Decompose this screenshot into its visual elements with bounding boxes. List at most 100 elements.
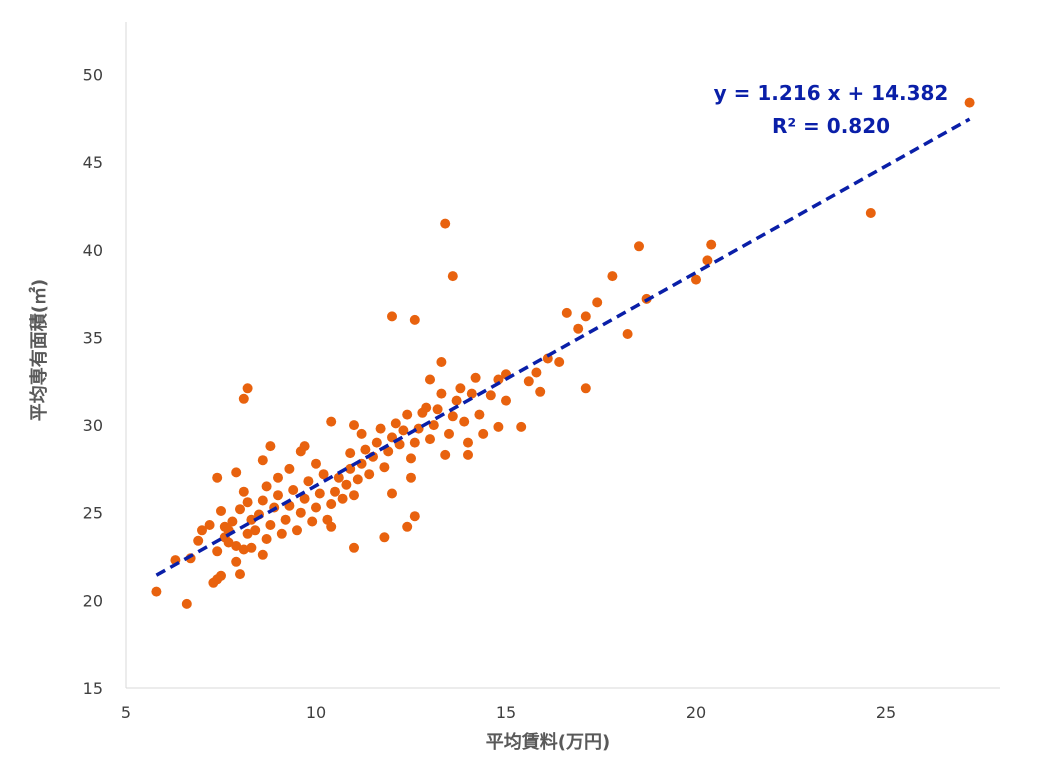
data-point xyxy=(197,525,207,536)
data-point xyxy=(440,449,451,460)
data-point xyxy=(235,569,245,580)
data-point xyxy=(706,239,717,250)
data-point xyxy=(592,297,603,308)
data-point xyxy=(463,449,473,460)
data-point xyxy=(573,323,584,334)
x-tick-label: 10 xyxy=(306,703,326,722)
data-point xyxy=(409,511,420,522)
data-point xyxy=(447,271,458,282)
data-point xyxy=(238,544,249,555)
data-point xyxy=(535,386,546,397)
trendline-equation: y = 1.216 x + 14.382 xyxy=(714,81,949,105)
data-point xyxy=(474,409,485,420)
data-point xyxy=(398,425,409,436)
data-point xyxy=(231,467,242,478)
data-point xyxy=(193,535,204,546)
data-point xyxy=(360,444,371,455)
data-point xyxy=(383,446,394,457)
data-point xyxy=(402,409,413,420)
y-tick-label: 50 xyxy=(83,66,103,85)
data-point xyxy=(246,514,257,525)
data-point xyxy=(561,307,572,318)
data-point xyxy=(349,490,359,501)
data-point xyxy=(216,570,226,581)
data-point xyxy=(273,472,283,483)
data-point xyxy=(242,528,253,539)
x-tick-label: 15 xyxy=(496,703,516,722)
data-point xyxy=(379,532,390,543)
data-point xyxy=(409,314,420,325)
data-point xyxy=(288,485,299,495)
y-tick-label: 40 xyxy=(83,241,103,260)
data-point xyxy=(436,357,447,367)
data-point xyxy=(455,383,466,394)
data-point xyxy=(341,479,352,490)
data-point xyxy=(501,395,511,406)
data-point xyxy=(470,372,481,383)
data-point xyxy=(318,469,329,480)
data-point xyxy=(246,542,257,553)
y-tick-label: 20 xyxy=(83,591,103,610)
data-point xyxy=(390,418,401,429)
data-point xyxy=(444,428,454,439)
data-point xyxy=(345,448,356,459)
data-point xyxy=(151,586,162,597)
data-points xyxy=(151,97,975,609)
data-point xyxy=(409,437,420,448)
y-tick-label: 35 xyxy=(83,328,103,347)
data-point xyxy=(330,486,340,497)
data-point xyxy=(257,455,268,466)
data-point xyxy=(554,357,565,367)
x-tick-labels: 5 10 15 20 25 xyxy=(121,703,896,722)
data-point xyxy=(261,481,272,492)
data-point xyxy=(223,537,234,548)
data-point xyxy=(702,255,713,266)
data-point xyxy=(219,521,230,532)
data-point xyxy=(265,520,276,530)
data-point xyxy=(307,516,318,527)
data-point xyxy=(326,416,337,427)
data-point xyxy=(447,411,458,422)
data-point xyxy=(580,383,591,394)
data-point xyxy=(466,388,477,399)
data-point xyxy=(311,502,321,513)
data-point xyxy=(212,472,223,483)
data-point xyxy=(238,393,249,404)
x-tick-label: 5 xyxy=(121,703,131,722)
trendline xyxy=(155,117,971,577)
data-point xyxy=(204,520,215,530)
data-point xyxy=(432,404,443,415)
x-tick-label: 20 xyxy=(686,703,706,722)
data-point xyxy=(622,329,633,339)
data-point xyxy=(493,421,504,432)
data-point xyxy=(314,488,325,499)
data-point xyxy=(459,416,470,427)
data-point xyxy=(181,598,192,609)
data-point xyxy=(485,390,496,401)
data-point xyxy=(371,437,382,448)
data-point xyxy=(299,441,310,452)
data-point xyxy=(242,383,253,394)
data-point xyxy=(212,546,223,557)
data-point xyxy=(364,469,375,480)
data-point xyxy=(333,472,344,483)
y-tick-label: 15 xyxy=(83,679,103,698)
data-point xyxy=(273,490,283,501)
data-point xyxy=(406,453,416,464)
data-point xyxy=(375,423,386,434)
data-point xyxy=(257,549,268,560)
data-point xyxy=(451,395,462,406)
data-point xyxy=(691,274,701,285)
y-tick-label: 25 xyxy=(83,504,103,523)
data-point xyxy=(387,488,397,499)
data-point xyxy=(493,374,504,385)
data-point xyxy=(326,499,337,509)
x-tick-label: 25 xyxy=(876,703,896,722)
data-point xyxy=(356,428,367,439)
data-point xyxy=(516,421,527,432)
data-point xyxy=(235,504,245,515)
data-point xyxy=(227,516,238,527)
data-point xyxy=(406,472,416,483)
y-tick-label: 30 xyxy=(83,416,103,435)
